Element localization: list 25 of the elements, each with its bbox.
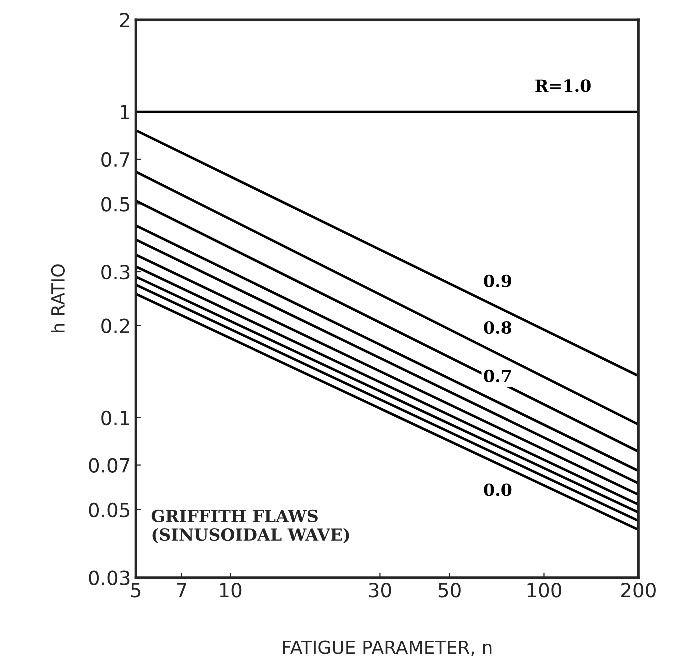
series-label: 0.7 xyxy=(484,370,512,383)
annotation: GRIFFITH FLAWS (SINUSOIDAL WAVE) xyxy=(152,510,350,544)
y-tick-label: 0.07 xyxy=(89,458,130,473)
y-tick-label: 2 xyxy=(120,12,130,28)
series-label: 0.8 xyxy=(484,321,512,334)
x-tick-label: 50 xyxy=(438,583,461,598)
x-tick-label: 30 xyxy=(369,583,392,598)
x-tick-label: 7 xyxy=(177,583,186,598)
x-tick-label: 5 xyxy=(131,583,141,598)
x-tick-label: 200 xyxy=(622,583,656,598)
x-tick-label: 10 xyxy=(220,583,242,598)
series-label: R=1.0 xyxy=(536,80,591,92)
y-axis-title: h RATIO xyxy=(51,264,66,333)
y-tick-label: 0.2 xyxy=(102,318,130,334)
y-tick-label: 0.7 xyxy=(102,152,130,168)
y-tick-label: 1 xyxy=(121,105,130,120)
series-label: 0.0 xyxy=(484,484,512,496)
x-tick-label: 100 xyxy=(528,583,562,598)
y-tick-label: 0.3 xyxy=(102,264,130,280)
series-label: 0.9 xyxy=(484,274,512,288)
y-tick-label: 0.5 xyxy=(102,197,130,212)
x-axis-title: FATIGUE PARAMETER, n xyxy=(283,640,492,656)
y-tick-label: 0.1 xyxy=(102,410,130,426)
y-tick-label: 0.05 xyxy=(89,502,130,518)
y-tick-label: 0.03 xyxy=(89,570,130,586)
